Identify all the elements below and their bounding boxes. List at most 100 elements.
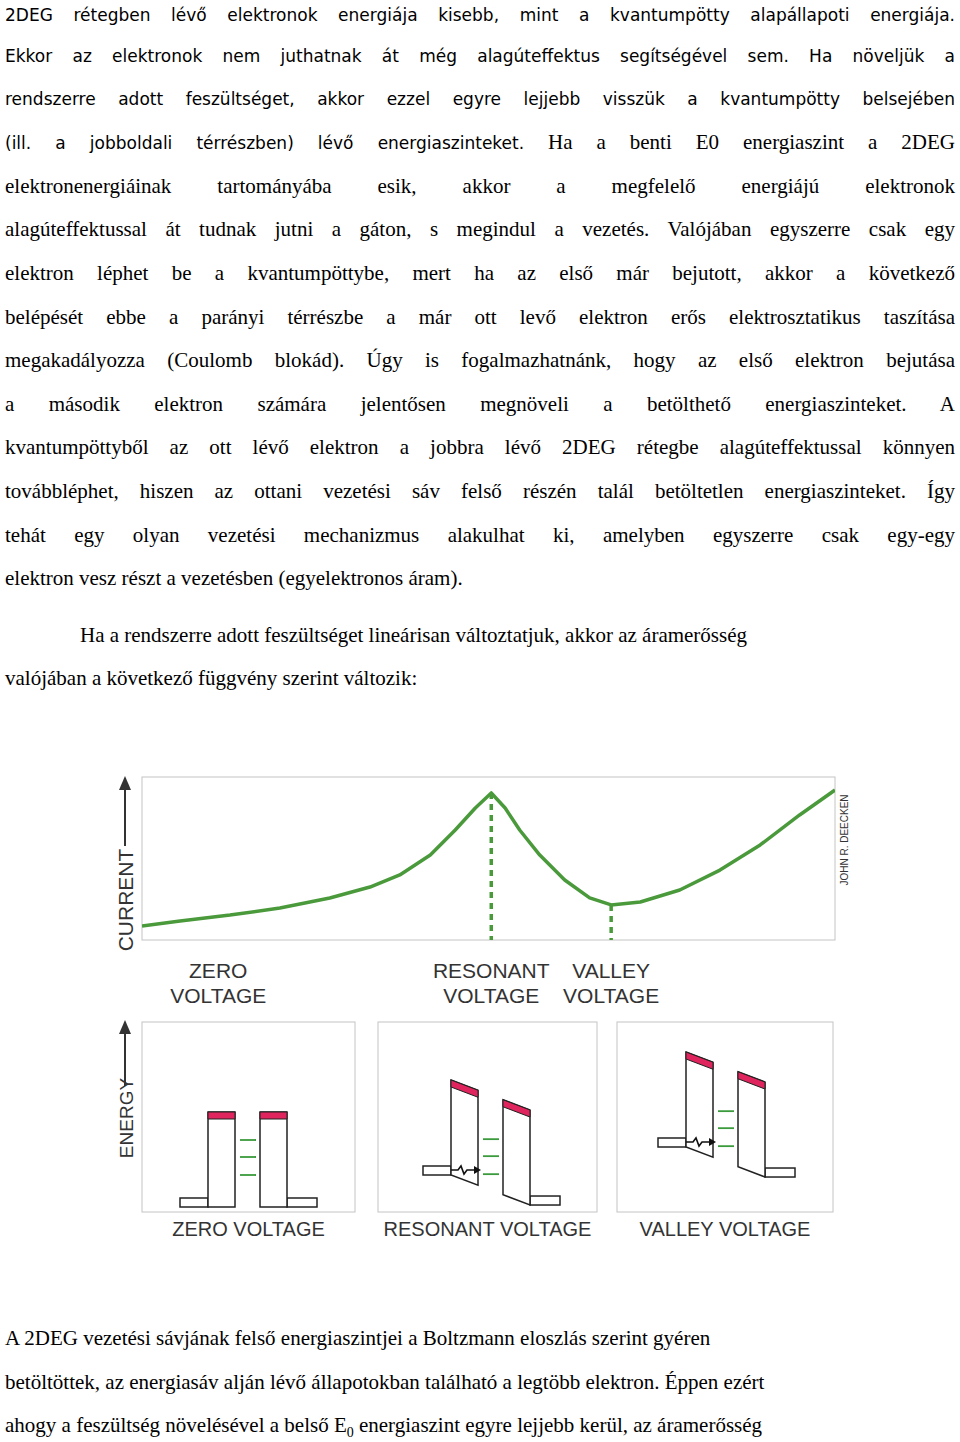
reservoir	[530, 1196, 560, 1205]
text-line: Ha a rendszerre adott feszültséget lineá…	[80, 620, 955, 650]
barrier	[738, 1072, 765, 1177]
current-arrow-head	[119, 776, 131, 790]
plot-area	[142, 790, 835, 940]
barrier-top	[503, 1100, 530, 1117]
text-span: elektron léphet be a kvantumpöttybe, mer…	[5, 261, 955, 285]
energy-level	[240, 1174, 256, 1176]
energy-arrow-head	[119, 1020, 131, 1034]
barrier	[503, 1100, 530, 1205]
energy-level	[483, 1173, 499, 1175]
text-line: elektron léphet be a kvantumpöttybe, mer…	[5, 258, 955, 288]
text-line: 2DEG rétegben lévő elektronok energiája …	[5, 0, 955, 29]
text-line: betöltöttek, az energiasáv alján lévő ál…	[5, 1367, 955, 1397]
text-line: tehát egy olyan vezetési mechanizmus ala…	[5, 520, 955, 550]
tunnel-arrow-head	[709, 1138, 716, 1146]
text-span: rendszerre adott feszültséget, akkor ezz…	[5, 89, 955, 109]
energy-level	[240, 1156, 256, 1158]
text-line: belépését ebbe a parányi térrészbe a már…	[5, 302, 955, 332]
energy-panel	[142, 1022, 355, 1212]
text-span: energiaszint egyre lejjebb kerül, az ára…	[354, 1413, 762, 1437]
reservoir	[180, 1198, 208, 1207]
reservoir	[658, 1138, 686, 1147]
energy-level	[718, 1145, 734, 1147]
text-span: tehát egy olyan vezetési mechanizmus ala…	[5, 523, 955, 547]
panel-label: VALLEY VOLTAGE	[640, 1218, 811, 1240]
reservoir	[765, 1168, 795, 1177]
text-line: elektron vesz részt a vezetésben (egyele…	[5, 563, 955, 593]
barrier	[208, 1112, 235, 1207]
text-line: valójában a következő függvény szerint v…	[5, 663, 955, 693]
text-span: kvantumpöttyből az ott lévő elektron a j…	[5, 435, 955, 459]
energy-panel	[617, 1022, 833, 1212]
marker-label: VOLTAGE	[443, 984, 539, 1007]
barrier-top	[686, 1052, 713, 1069]
text-line: megakadályozza (Coulomb blokád). Úgy is …	[5, 345, 955, 375]
barrier-top	[451, 1080, 478, 1097]
tunnel-arrow-head	[474, 1166, 481, 1174]
text-span: Ekkor az elektronok nem juthatnak át még…	[5, 46, 955, 66]
text-span: ahogy a feszültség növelésével a belső E	[5, 1413, 347, 1437]
text-span: (ill. a jobboldali térrészben) lévő ener…	[5, 133, 524, 153]
energy-panel	[378, 1022, 597, 1212]
text-span: Ha a benti E0 energiaszint a 2DEG	[524, 130, 955, 154]
text-span: alagúteffektussal át tudnak jutni a gáto…	[5, 217, 955, 241]
y-axis-label: CURRENT	[114, 849, 137, 952]
subscript: 0	[347, 1425, 354, 1440]
panel-label: ZERO VOLTAGE	[172, 1218, 325, 1240]
marker-label: VALLEY	[572, 959, 650, 982]
text-line: ahogy a feszültség növelésével a belső E…	[5, 1410, 955, 1440]
text-line: A 2DEG vezetési sávjának felső energiasz…	[5, 1323, 955, 1353]
marker-line	[490, 793, 494, 940]
text-line: (ill. a jobboldali térrészben) lévő ener…	[5, 127, 955, 157]
text-line: elektronenergiáinak tartományába esik, a…	[5, 171, 955, 201]
current-curve	[142, 790, 835, 926]
energy-label: ENERGY	[116, 1078, 137, 1159]
text-span: A 2DEG vezetési sávjának felső energiasz…	[5, 1326, 710, 1350]
text-line: a második elektron számára jelentősen me…	[5, 389, 955, 419]
text-span: 2DEG rétegben lévő elektronok energiája …	[5, 5, 955, 25]
text-span: valójában a következő függvény szerint v…	[5, 666, 417, 690]
panel-frame	[617, 1022, 833, 1212]
text-span: belépését ebbe a parányi térrészbe a már…	[5, 305, 955, 329]
tunnel-arrow	[451, 1166, 475, 1174]
text-line: alagúteffektussal át tudnak jutni a gáto…	[5, 214, 955, 244]
energy-level	[483, 1155, 499, 1157]
energy-level	[718, 1110, 734, 1112]
figure: ZEROVOLTAGERESONANTVOLTAGEVALLEYVOLTAGEC…	[0, 0, 960, 1442]
text-span: elektronenergiáinak tartományába esik, a…	[5, 174, 955, 198]
barrier-top	[208, 1112, 235, 1119]
energy-level	[718, 1127, 734, 1129]
marker-label: VOLTAGE	[563, 984, 659, 1007]
text-span: Ha a rendszerre adott feszültséget lineá…	[80, 623, 747, 647]
text-line: továbbléphet, hiszen az ottani vezetési …	[5, 476, 955, 506]
credit: JOHN R. DEECKEN	[839, 794, 850, 885]
text-line: rendszerre adott feszültséget, akkor ezz…	[5, 83, 955, 113]
panel-frame	[142, 1022, 355, 1212]
text-span: betöltöttek, az energiasáv alján lévő ál…	[5, 1370, 764, 1394]
text-span: a második elektron számára jelentősen me…	[5, 392, 955, 416]
marker-label: RESONANT	[433, 959, 550, 982]
barrier	[260, 1112, 287, 1207]
energy-level	[240, 1139, 256, 1141]
tunnel-arrow	[686, 1138, 710, 1146]
text-span: továbbléphet, hiszen az ottani vezetési …	[5, 479, 955, 503]
barrier-top	[738, 1072, 765, 1089]
text-span: elektron vesz részt a vezetésben (egyele…	[5, 566, 463, 590]
marker-label: VOLTAGE	[170, 984, 266, 1007]
marker-label: ZERO	[189, 959, 247, 982]
barrier-top	[260, 1112, 287, 1119]
reservoir	[287, 1198, 317, 1207]
text-line: Ekkor az elektronok nem juthatnak át még…	[5, 40, 955, 70]
panel-frame	[378, 1022, 597, 1212]
reservoir	[423, 1166, 451, 1175]
text-span: megakadályozza (Coulomb blokád). Úgy is …	[5, 348, 955, 372]
barrier	[451, 1080, 478, 1185]
plot-frame	[142, 777, 835, 940]
text-line: kvantumpöttyből az ott lévő elektron a j…	[5, 432, 955, 462]
page-body: {"paragraphs": [ {"lines": [ ["2DEG réte…	[0, 0, 960, 1442]
energy-level	[483, 1138, 499, 1140]
panel-label: RESONANT VOLTAGE	[384, 1218, 592, 1240]
current-arrow-line	[124, 788, 126, 846]
barrier	[686, 1052, 713, 1157]
marker-line	[609, 905, 613, 940]
